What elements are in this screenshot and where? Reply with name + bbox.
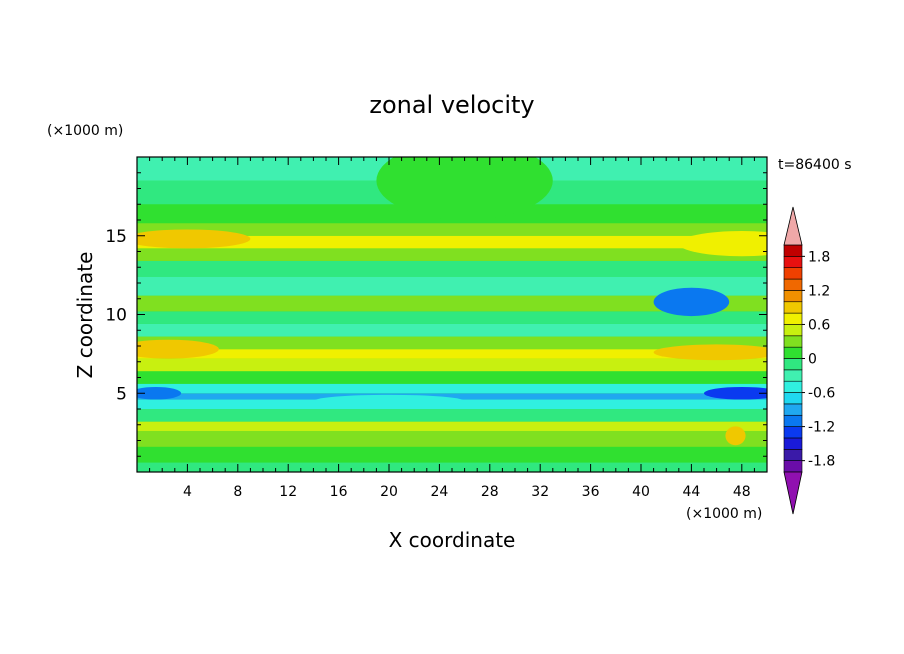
x-tick-label: 16 — [330, 484, 348, 500]
contour-feature — [137, 339, 219, 359]
x-tick-label: 20 — [380, 484, 398, 500]
colorbar-bin — [783, 324, 803, 337]
contour-band — [137, 409, 767, 422]
contour-feature — [678, 231, 767, 257]
contour-band — [137, 311, 767, 324]
contour-band — [137, 276, 767, 296]
y-tick-label: 15 — [105, 227, 127, 247]
colorbar-bin — [783, 437, 803, 450]
colorbar-bin — [783, 312, 803, 325]
colorbar-bin — [783, 267, 803, 280]
x-tick-label: 28 — [481, 484, 499, 500]
contour-band — [137, 371, 767, 384]
colorbar-bin — [783, 301, 803, 314]
colorbar-label: 0.6 — [808, 317, 830, 333]
colorbar-bin — [783, 244, 803, 257]
contour-band — [137, 248, 767, 261]
contour-band — [137, 260, 767, 277]
contour-band — [137, 462, 767, 472]
colorbar-bin — [783, 256, 803, 269]
colorbar-label: 1.8 — [808, 249, 830, 265]
y-axis-label: Z coordinate — [73, 252, 97, 379]
colorbar-label: 1.2 — [808, 283, 830, 299]
colorbar-bin — [783, 426, 803, 439]
y-unit-label: (×1000 m) — [47, 123, 123, 139]
contour-feature — [725, 426, 746, 446]
colorbar-bin — [783, 414, 803, 427]
x-tick-label: 44 — [682, 484, 700, 500]
x-tick-label: 24 — [430, 484, 448, 500]
colorbar-label: 0 — [808, 352, 817, 368]
x-axis-label: X coordinate — [389, 528, 516, 552]
colorbar-bin — [783, 335, 803, 348]
chart-title: zonal velocity — [369, 91, 534, 119]
contour-band — [137, 336, 767, 350]
x-tick-label: 32 — [531, 484, 549, 500]
contour-band — [137, 421, 767, 432]
x-tick-label: 8 — [233, 484, 242, 500]
contour-field — [137, 157, 767, 472]
colorbar-bin — [783, 448, 803, 461]
colorbar-bin — [783, 290, 803, 303]
x-tick-label: 12 — [279, 484, 297, 500]
contour-feature — [704, 386, 767, 400]
colorbar-bin — [783, 346, 803, 359]
colorbar-bin — [783, 369, 803, 382]
contour-band — [137, 295, 767, 312]
contour-feature — [313, 394, 465, 408]
colorbar-label: -1.8 — [808, 454, 835, 470]
contour-feature — [376, 157, 553, 220]
x-unit-label: (×1000 m) — [686, 506, 762, 522]
contour-band — [137, 223, 767, 236]
colorbar-bin — [783, 392, 803, 405]
colorbar-label: -0.6 — [808, 386, 835, 402]
colorbar-over-arrow — [783, 206, 803, 246]
colorbar-bin — [783, 380, 803, 393]
x-tick-label: 40 — [632, 484, 650, 500]
contour-band — [137, 431, 767, 447]
colorbar-bin — [783, 460, 803, 473]
time-label: t=86400 s — [778, 157, 852, 173]
colorbar: -1.8 -1.2 -0.6 0 0.6 1.2 1.8 — [783, 206, 835, 515]
contour-band — [137, 358, 767, 372]
contour-band — [137, 393, 767, 400]
colorbar-label: -1.2 — [808, 420, 835, 436]
colorbar-bin — [783, 403, 803, 416]
y-tick-label: 5 — [116, 384, 127, 404]
x-tick-label: 4 — [183, 484, 192, 500]
x-tick-label: 48 — [733, 484, 751, 500]
contour-feature — [653, 287, 730, 317]
colorbar-under-arrow — [783, 471, 803, 515]
contour-feature — [653, 344, 767, 361]
contour-band — [137, 446, 767, 463]
contour-band — [137, 383, 767, 394]
contour-feature — [137, 229, 251, 249]
x-tick-label: 36 — [582, 484, 600, 500]
contour-band — [137, 349, 767, 359]
colorbar-bin — [783, 278, 803, 291]
contour-band — [137, 323, 767, 337]
contour-band — [137, 235, 767, 249]
y-tick-label: 10 — [105, 306, 127, 326]
colorbar-bin — [783, 358, 803, 371]
contour-feature — [137, 386, 182, 400]
